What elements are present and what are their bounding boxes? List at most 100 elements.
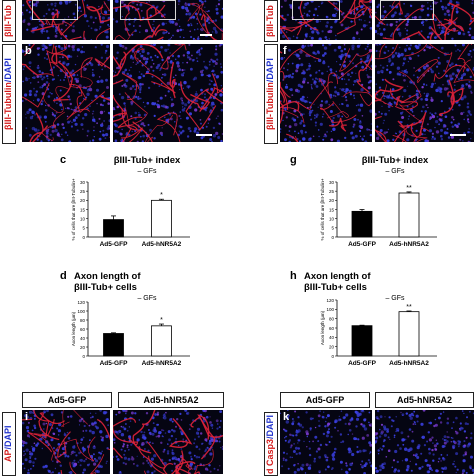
dapi-nucleus [52,427,53,428]
y-tick-label: 60 [80,327,86,332]
dapi-nucleus [83,460,85,462]
dapi-nucleus [22,442,23,443]
dapi-nucleus [324,52,327,55]
dapi-nucleus [139,53,141,55]
dapi-nucleus [63,79,65,81]
dapi-nucleus [82,447,85,450]
dapi-nucleus [122,139,124,141]
dapi-nucleus [56,97,58,99]
dapi-nucleus [289,125,292,128]
dapi-nucleus [37,75,40,78]
dapi-nucleus [41,78,43,80]
dapi-nucleus [470,138,471,139]
dapi-nucleus [461,427,463,429]
dapi-nucleus [127,73,130,76]
dapi-nucleus [389,72,390,73]
dapi-nucleus [57,133,60,136]
dapi-nucleus [187,24,190,27]
dapi-nucleus [360,136,361,137]
dapi-nucleus [73,25,75,27]
dapi-nucleus [435,469,438,472]
dapi-nucleus [323,433,325,435]
dapi-nucleus [86,93,89,96]
dapi-nucleus [116,456,118,458]
dapi-nucleus [405,28,406,29]
dapi-nucleus [368,86,371,89]
dapi-nucleus [198,436,200,438]
dapi-nucleus [208,74,211,77]
dapi-nucleus [147,462,149,464]
dapi-nucleus [323,60,325,62]
selection-box-a-left [32,0,78,20]
dapi-nucleus [91,27,93,29]
dapi-nucleus [37,100,39,102]
dapi-nucleus [93,22,95,24]
panel-letter-k: k [283,411,289,423]
dapi-nucleus [178,445,179,446]
dapi-nucleus [169,20,172,23]
dapi-nucleus [55,468,56,469]
dapi-nucleus [351,453,354,456]
dapi-nucleus [437,2,438,3]
dapi-nucleus [421,466,423,468]
dapi-nucleus [289,89,290,90]
dapi-nucleus [345,88,348,91]
dapi-nucleus [460,422,462,424]
dapi-nucleus [305,45,307,47]
y-tick-label: 25 [329,189,335,194]
dapi-nucleus [170,60,172,62]
dapi-nucleus [32,77,33,78]
stain-label-a: βIII-Tub [2,0,16,42]
dapi-nucleus [362,449,365,452]
dapi-nucleus [45,121,47,123]
dapi-nucleus [128,458,131,461]
dapi-nucleus [319,410,321,412]
dapi-nucleus [183,72,184,73]
significance-marker: * [160,317,163,324]
dapi-nucleus [333,75,334,76]
dapi-nucleus [95,459,98,462]
dapi-nucleus [28,469,30,471]
dapi-nucleus [202,74,204,76]
dapi-nucleus [146,412,148,414]
dapi-nucleus [434,36,437,39]
dapi-nucleus [124,428,127,431]
dapi-nucleus [92,69,94,71]
dapi-nucleus [142,434,145,437]
dapi-nucleus [371,65,373,68]
dapi-nucleus [302,71,305,74]
dapi-nucleus [466,416,468,418]
dapi-nucleus [366,128,368,130]
dapi-nucleus [292,73,294,75]
dapi-nucleus [52,461,53,462]
dapi-nucleus [368,82,370,84]
dapi-nucleus [139,25,141,27]
dapi-nucleus [205,468,208,471]
dapi-nucleus [308,65,311,68]
dapi-nucleus [370,130,371,131]
dapi-nucleus [303,441,304,442]
dapi-nucleus [85,458,87,460]
x-tick-label: Ad5-hNR5A2 [142,360,182,367]
dapi-nucleus [326,39,328,40]
dapi-nucleus [371,123,372,124]
dapi-nucleus [410,417,413,420]
dapi-nucleus [85,68,87,70]
dapi-nucleus [292,63,294,65]
dapi-nucleus [442,30,445,33]
dapi-nucleus [433,453,435,455]
dapi-nucleus [152,76,154,78]
dapi-nucleus [390,35,392,37]
dapi-nucleus [64,76,66,78]
dapi-nucleus [32,115,34,117]
dapi-nucleus [58,429,61,432]
dapi-nucleus [283,458,285,460]
dapi-nucleus [184,107,185,108]
dapi-nucleus [180,132,183,135]
dapi-nucleus [87,4,89,6]
dapi-nucleus [68,472,70,474]
dapi-nucleus [352,419,354,421]
dapi-nucleus [305,100,307,102]
dapi-nucleus [463,95,466,98]
dapi-nucleus [369,109,372,112]
